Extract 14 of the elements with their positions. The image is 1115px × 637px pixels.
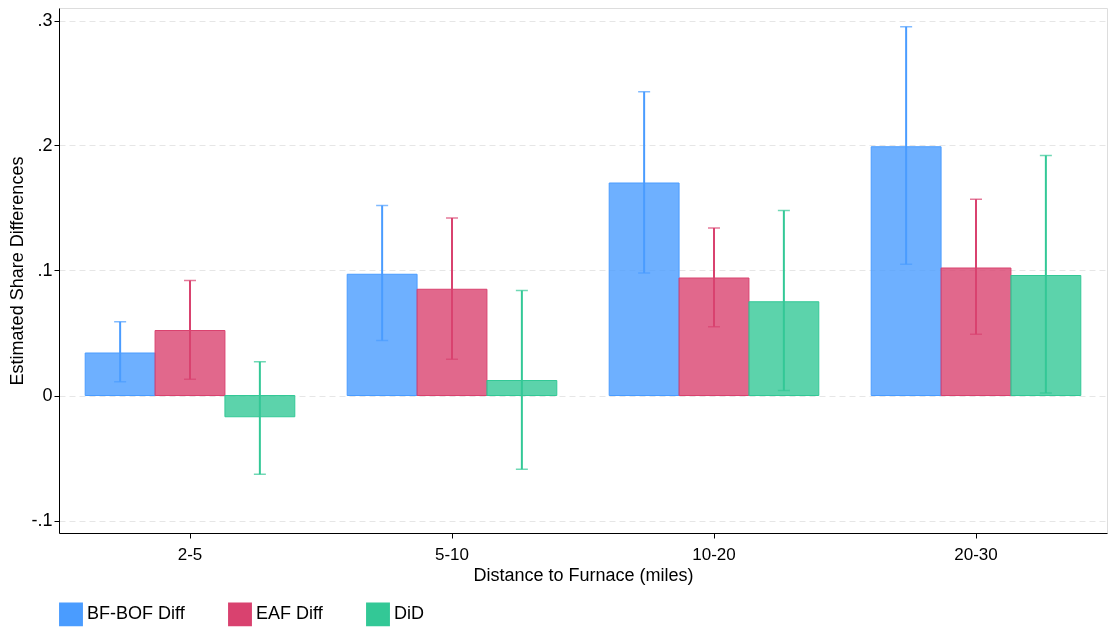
legend-label: DiD bbox=[394, 603, 424, 624]
x-tick-label: 5-10 bbox=[434, 544, 470, 564]
legend-label: BF-BOF Diff bbox=[87, 603, 186, 624]
x-axis-title: Distance to Furnace (miles) bbox=[473, 564, 694, 585]
x-tick-label: 2-5 bbox=[177, 544, 203, 564]
y-tick-label: .1 bbox=[37, 260, 53, 280]
x-tick-label: 10-20 bbox=[692, 544, 736, 564]
x-tick-label: 20-30 bbox=[954, 544, 998, 564]
y-tick-label: .2 bbox=[37, 135, 53, 155]
y-tick-label: 0 bbox=[42, 385, 53, 405]
legend-label: EAF Diff bbox=[256, 603, 324, 624]
y-axis-title: Estimated Share Differences bbox=[7, 156, 28, 386]
y-tick-label: -.1 bbox=[31, 510, 53, 530]
y-tick-label: .3 bbox=[37, 10, 53, 30]
